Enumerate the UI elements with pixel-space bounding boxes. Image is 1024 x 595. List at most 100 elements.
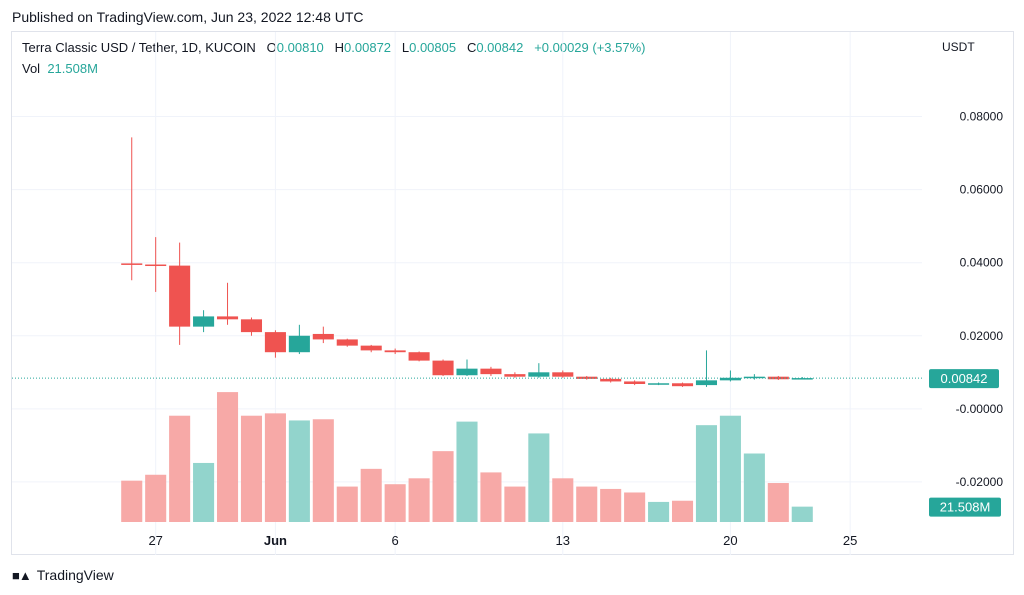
candle-body	[552, 372, 574, 377]
volume-bar	[528, 433, 550, 522]
candle-body	[719, 377, 741, 381]
last-volume-tag	[929, 497, 1001, 517]
volume-bars	[121, 392, 813, 522]
volume-bar	[264, 413, 286, 522]
open-label: O	[266, 40, 277, 55]
candle-body	[528, 372, 550, 377]
y-tick-label: 0.02000	[960, 329, 1004, 343]
x-tick-label: 13	[556, 533, 570, 548]
candle-body	[600, 378, 622, 382]
volume-bar	[695, 425, 718, 522]
candle-body	[648, 383, 670, 385]
volume-bar	[193, 462, 215, 522]
candle-body	[193, 316, 215, 327]
candle-body	[264, 332, 286, 353]
volume-bar	[145, 474, 167, 522]
close-value: 0.00842	[476, 40, 524, 55]
volume-bar	[336, 486, 358, 522]
volume-bar	[576, 486, 598, 522]
candle-body	[312, 333, 334, 340]
candle-body	[360, 345, 382, 351]
last-volume-label: 21.508M	[940, 500, 991, 515]
candle-body	[480, 368, 502, 375]
high-label: H	[334, 40, 345, 55]
volume-bar	[384, 484, 406, 522]
open-value: 0.00810	[276, 40, 324, 55]
volume-bar	[408, 478, 430, 522]
chart-frame	[11, 31, 1014, 555]
symbol-title[interactable]: Terra Classic USD / Tether, 1D, KUCOIN	[22, 40, 256, 55]
volume-bar	[648, 501, 670, 522]
footer-brand[interactable]: ■▲ TradingView	[12, 567, 114, 583]
volume-bar	[121, 480, 143, 522]
x-tick-label: 6	[392, 533, 399, 548]
volume-bar	[600, 488, 622, 522]
y-tick-label: 0.04000	[960, 256, 1004, 270]
candle-body	[624, 381, 646, 384]
candle-body	[504, 374, 526, 377]
volume-bar	[480, 472, 502, 522]
volume-bar	[791, 506, 813, 522]
volume-bar	[719, 415, 741, 522]
candle-body	[767, 376, 789, 380]
candle-body	[169, 265, 191, 327]
candle-body	[743, 376, 765, 379]
volume-bar	[240, 415, 263, 522]
volume-bar	[767, 483, 789, 522]
low-label: L	[401, 40, 410, 55]
candle-body	[671, 383, 694, 387]
volume-bar	[456, 421, 478, 522]
brand-name: TradingView	[36, 567, 114, 583]
volume-bar	[288, 420, 310, 522]
candle-body	[216, 316, 239, 320]
candle-body	[145, 264, 167, 267]
low-value: 0.00805	[409, 40, 457, 55]
change-value: +0.00029 (+3.57%)	[534, 40, 646, 55]
x-tick-label: 20	[723, 533, 737, 548]
price-axis: 0.08000 0.06000 0.04000 0.02000 -0.00000 -0.0…	[956, 110, 1004, 489]
x-tick-label: Jun	[264, 533, 287, 548]
candle-body	[408, 352, 430, 361]
close-label: C	[466, 40, 477, 55]
candle-body	[240, 319, 263, 333]
ohlc-legend: Terra Classic USD / Tether, 1D, KUCOIN O…	[22, 40, 646, 55]
volume-bar	[624, 492, 646, 522]
candle-body	[456, 368, 478, 376]
volume-bar	[432, 451, 454, 522]
volume-bar	[360, 468, 382, 522]
candle-body	[121, 263, 143, 265]
candle-body	[384, 350, 406, 353]
candle-body	[695, 380, 718, 386]
tradingview-logo-icon: ■▲	[12, 567, 32, 583]
x-tick-label: 25	[843, 533, 857, 548]
volume-value: 21.508M	[47, 61, 98, 76]
y-tick-label: 0.06000	[960, 183, 1004, 197]
price-markers: 0.00842 21.508M	[12, 369, 1001, 517]
candles	[121, 137, 813, 387]
high-value: 0.00872	[344, 40, 392, 55]
candle-body	[336, 339, 358, 346]
last-price-tag	[929, 369, 999, 389]
volume-bar	[312, 419, 334, 522]
candle-body	[576, 376, 598, 379]
price-unit-label: USDT	[942, 40, 975, 54]
volume-bar	[552, 478, 574, 522]
y-tick-label: 0.08000	[960, 110, 1004, 124]
volume-label[interactable]: Vol	[22, 61, 41, 76]
last-price-label: 0.00842	[941, 371, 988, 386]
candle-body	[791, 378, 813, 380]
y-tick-label: -0.02000	[956, 475, 1004, 489]
volume-bar	[169, 415, 191, 522]
volume-bar	[216, 392, 239, 522]
published-caption: Published on TradingView.com, Jun 23, 20…	[12, 9, 364, 25]
volume-bar	[504, 486, 526, 522]
volume-bar	[743, 453, 765, 522]
candle-body	[288, 335, 310, 353]
time-axis: 27 Jun 6 13 20 25	[148, 533, 857, 548]
y-tick-label: -0.00000	[956, 402, 1004, 416]
volume-legend: Vol 21.508M	[22, 61, 98, 76]
x-tick-label: 27	[148, 533, 162, 548]
candle-body	[432, 360, 454, 376]
volume-bar	[671, 500, 694, 522]
